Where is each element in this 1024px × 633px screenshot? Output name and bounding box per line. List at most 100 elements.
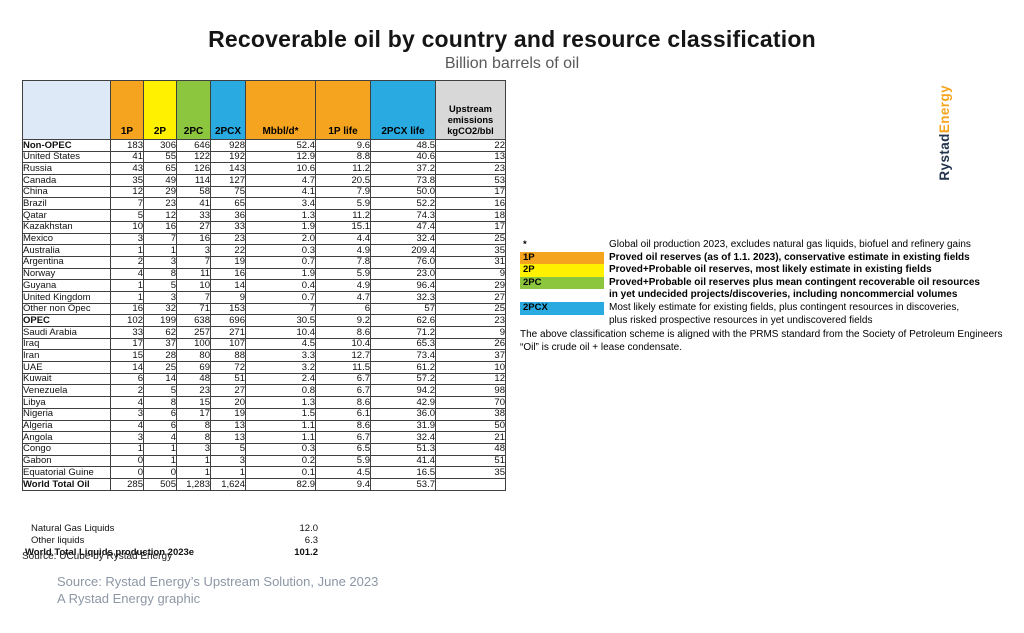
- cell-value: 51.3: [370, 442, 436, 456]
- cell-value: 4.9: [315, 279, 371, 292]
- legend-text: Global oil production 2023, excludes nat…: [609, 239, 971, 250]
- cell-value: 75: [210, 185, 246, 199]
- row-label: Argentina: [22, 255, 111, 269]
- cell-value: 0.8: [245, 384, 316, 398]
- cell-value: 7: [143, 232, 177, 246]
- row-label: Non-OPEC: [22, 139, 111, 152]
- cell-value: 12.7: [315, 349, 371, 363]
- table-row: Non-OPEC 183 306 646 928 52.4 9.6 48.5 22: [22, 139, 506, 152]
- row-label: Iraq: [22, 337, 111, 351]
- cell-value: 1.9: [245, 220, 316, 234]
- cell-value: 48.5: [370, 139, 436, 152]
- cell-value: 0: [110, 454, 144, 468]
- cell-value: 47.4: [370, 220, 436, 234]
- row-label: China: [22, 185, 111, 199]
- cell-value: 8: [143, 267, 177, 281]
- cell-value: 7: [245, 302, 316, 316]
- cell-value: 14: [210, 279, 246, 292]
- cell-value: 1: [176, 466, 211, 479]
- cell-value: 5.9: [315, 454, 371, 468]
- cell-value: 15.1: [315, 220, 371, 234]
- legend-note-oil-definition: “Oil” is crude oil + lease condensate.: [520, 341, 683, 353]
- page-title: Recoverable oil by country and resource …: [208, 26, 816, 52]
- cell-value: 71: [176, 302, 211, 316]
- cell-value: 61.2: [370, 361, 436, 374]
- cell-value: 11.2: [315, 209, 371, 222]
- cell-value: 6.5: [315, 442, 371, 456]
- cell-value: 23: [143, 197, 177, 211]
- cell-value: 8.6: [315, 326, 371, 339]
- cell-value: 16: [210, 267, 246, 281]
- cell-value: 19: [210, 255, 246, 269]
- table-row: UAE 14 25 69 72 3.2 11.5 61.2 10: [22, 361, 506, 374]
- cell-value: 58: [176, 185, 211, 199]
- footer-row-label: Natural Gas Liquids: [31, 523, 115, 534]
- cell-value: 6: [143, 407, 177, 421]
- column-header-1p-life: 1P life: [315, 80, 371, 140]
- cell-value: 1: [210, 466, 246, 479]
- cell-value: 3.3: [245, 349, 316, 363]
- row-label: Norway: [22, 267, 111, 281]
- cell-value: 7.9: [315, 185, 371, 199]
- cell-value: 3.2: [245, 361, 316, 374]
- cell-value: 76.0: [370, 255, 436, 269]
- cell-value: 18: [435, 209, 506, 222]
- cell-value: 25: [143, 361, 177, 374]
- cell-value: 9.2: [315, 314, 371, 327]
- row-label: Guyana: [22, 279, 111, 292]
- cell-value: 98: [435, 384, 506, 398]
- cell-value: 15: [176, 396, 211, 409]
- row-label: Iran: [22, 349, 111, 363]
- cell-value: 8: [176, 431, 211, 444]
- cell-value: 1,624: [210, 477, 246, 491]
- cell-value: 14: [110, 361, 144, 374]
- cell-value: 23: [435, 162, 506, 176]
- cell-value: 82.9: [245, 477, 316, 491]
- cell-value: 0.2: [245, 454, 316, 468]
- cell-value: 1,283: [176, 477, 211, 491]
- row-label: Kuwait: [22, 372, 111, 386]
- cell-value: 183: [110, 139, 144, 152]
- cell-value: 33: [210, 220, 246, 234]
- cell-value: 27: [176, 220, 211, 234]
- cell-value: 11.2: [315, 162, 371, 176]
- footer-row-value: 101.2: [294, 547, 318, 558]
- column-header-upstream-emissions-kgco2-bbl: Upstream emissions kgCO2/bbl: [435, 80, 506, 140]
- cell-value: 29: [143, 185, 177, 199]
- cell-value: 11.5: [315, 361, 371, 374]
- legend-text: plus risked prospective resources in yet…: [609, 314, 873, 326]
- legend-note-prms: The above classification scheme is align…: [520, 329, 1003, 341]
- cell-value: 73.4: [370, 349, 436, 363]
- cell-value: 7.8: [315, 255, 371, 269]
- cell-value: 4: [110, 396, 144, 409]
- row-label: Gabon: [22, 454, 111, 468]
- cell-value: 27: [435, 290, 506, 304]
- footer-row: World Total Liquids production 2023e 101.…: [22, 547, 322, 559]
- cell-value: 29: [435, 279, 506, 292]
- cell-value: 43: [110, 162, 144, 176]
- cell-value: 0.7: [245, 290, 316, 304]
- rystad-energy-logo: RystadEnergy: [931, 85, 957, 203]
- cell-value: 23: [176, 384, 211, 398]
- cell-value: 57.2: [370, 372, 436, 386]
- cell-value: 32.3: [370, 290, 436, 304]
- column-header-2p: 2P: [143, 80, 177, 140]
- cell-value: 50.0: [370, 185, 436, 199]
- table-row: Equatorial Guine 0 0 1 1 0.1 4.5 16.5 35: [22, 466, 506, 479]
- cell-value: 2.4: [245, 372, 316, 386]
- cell-value: 3: [176, 442, 211, 456]
- cell-value: 62.6: [370, 314, 436, 327]
- cell-value: 1.1: [245, 431, 316, 444]
- row-label: Algeria: [22, 419, 111, 433]
- cell-value: 32.4: [370, 431, 436, 444]
- cell-value: 1.1: [245, 419, 316, 433]
- table-row: United States 41 55 122 192 12.9 8.8 40.6 13: [22, 150, 506, 164]
- cell-value: 6.7: [315, 384, 371, 398]
- row-label: Nigeria: [22, 407, 111, 421]
- cell-value: 52.4: [245, 139, 316, 152]
- row-label: United Kingdom: [22, 290, 111, 304]
- cell-value: 209.4: [370, 244, 436, 257]
- cell-value: 0.3: [245, 244, 316, 257]
- cell-value: 19: [210, 407, 246, 421]
- footer-row: Natural Gas Liquids 12.0: [22, 523, 322, 535]
